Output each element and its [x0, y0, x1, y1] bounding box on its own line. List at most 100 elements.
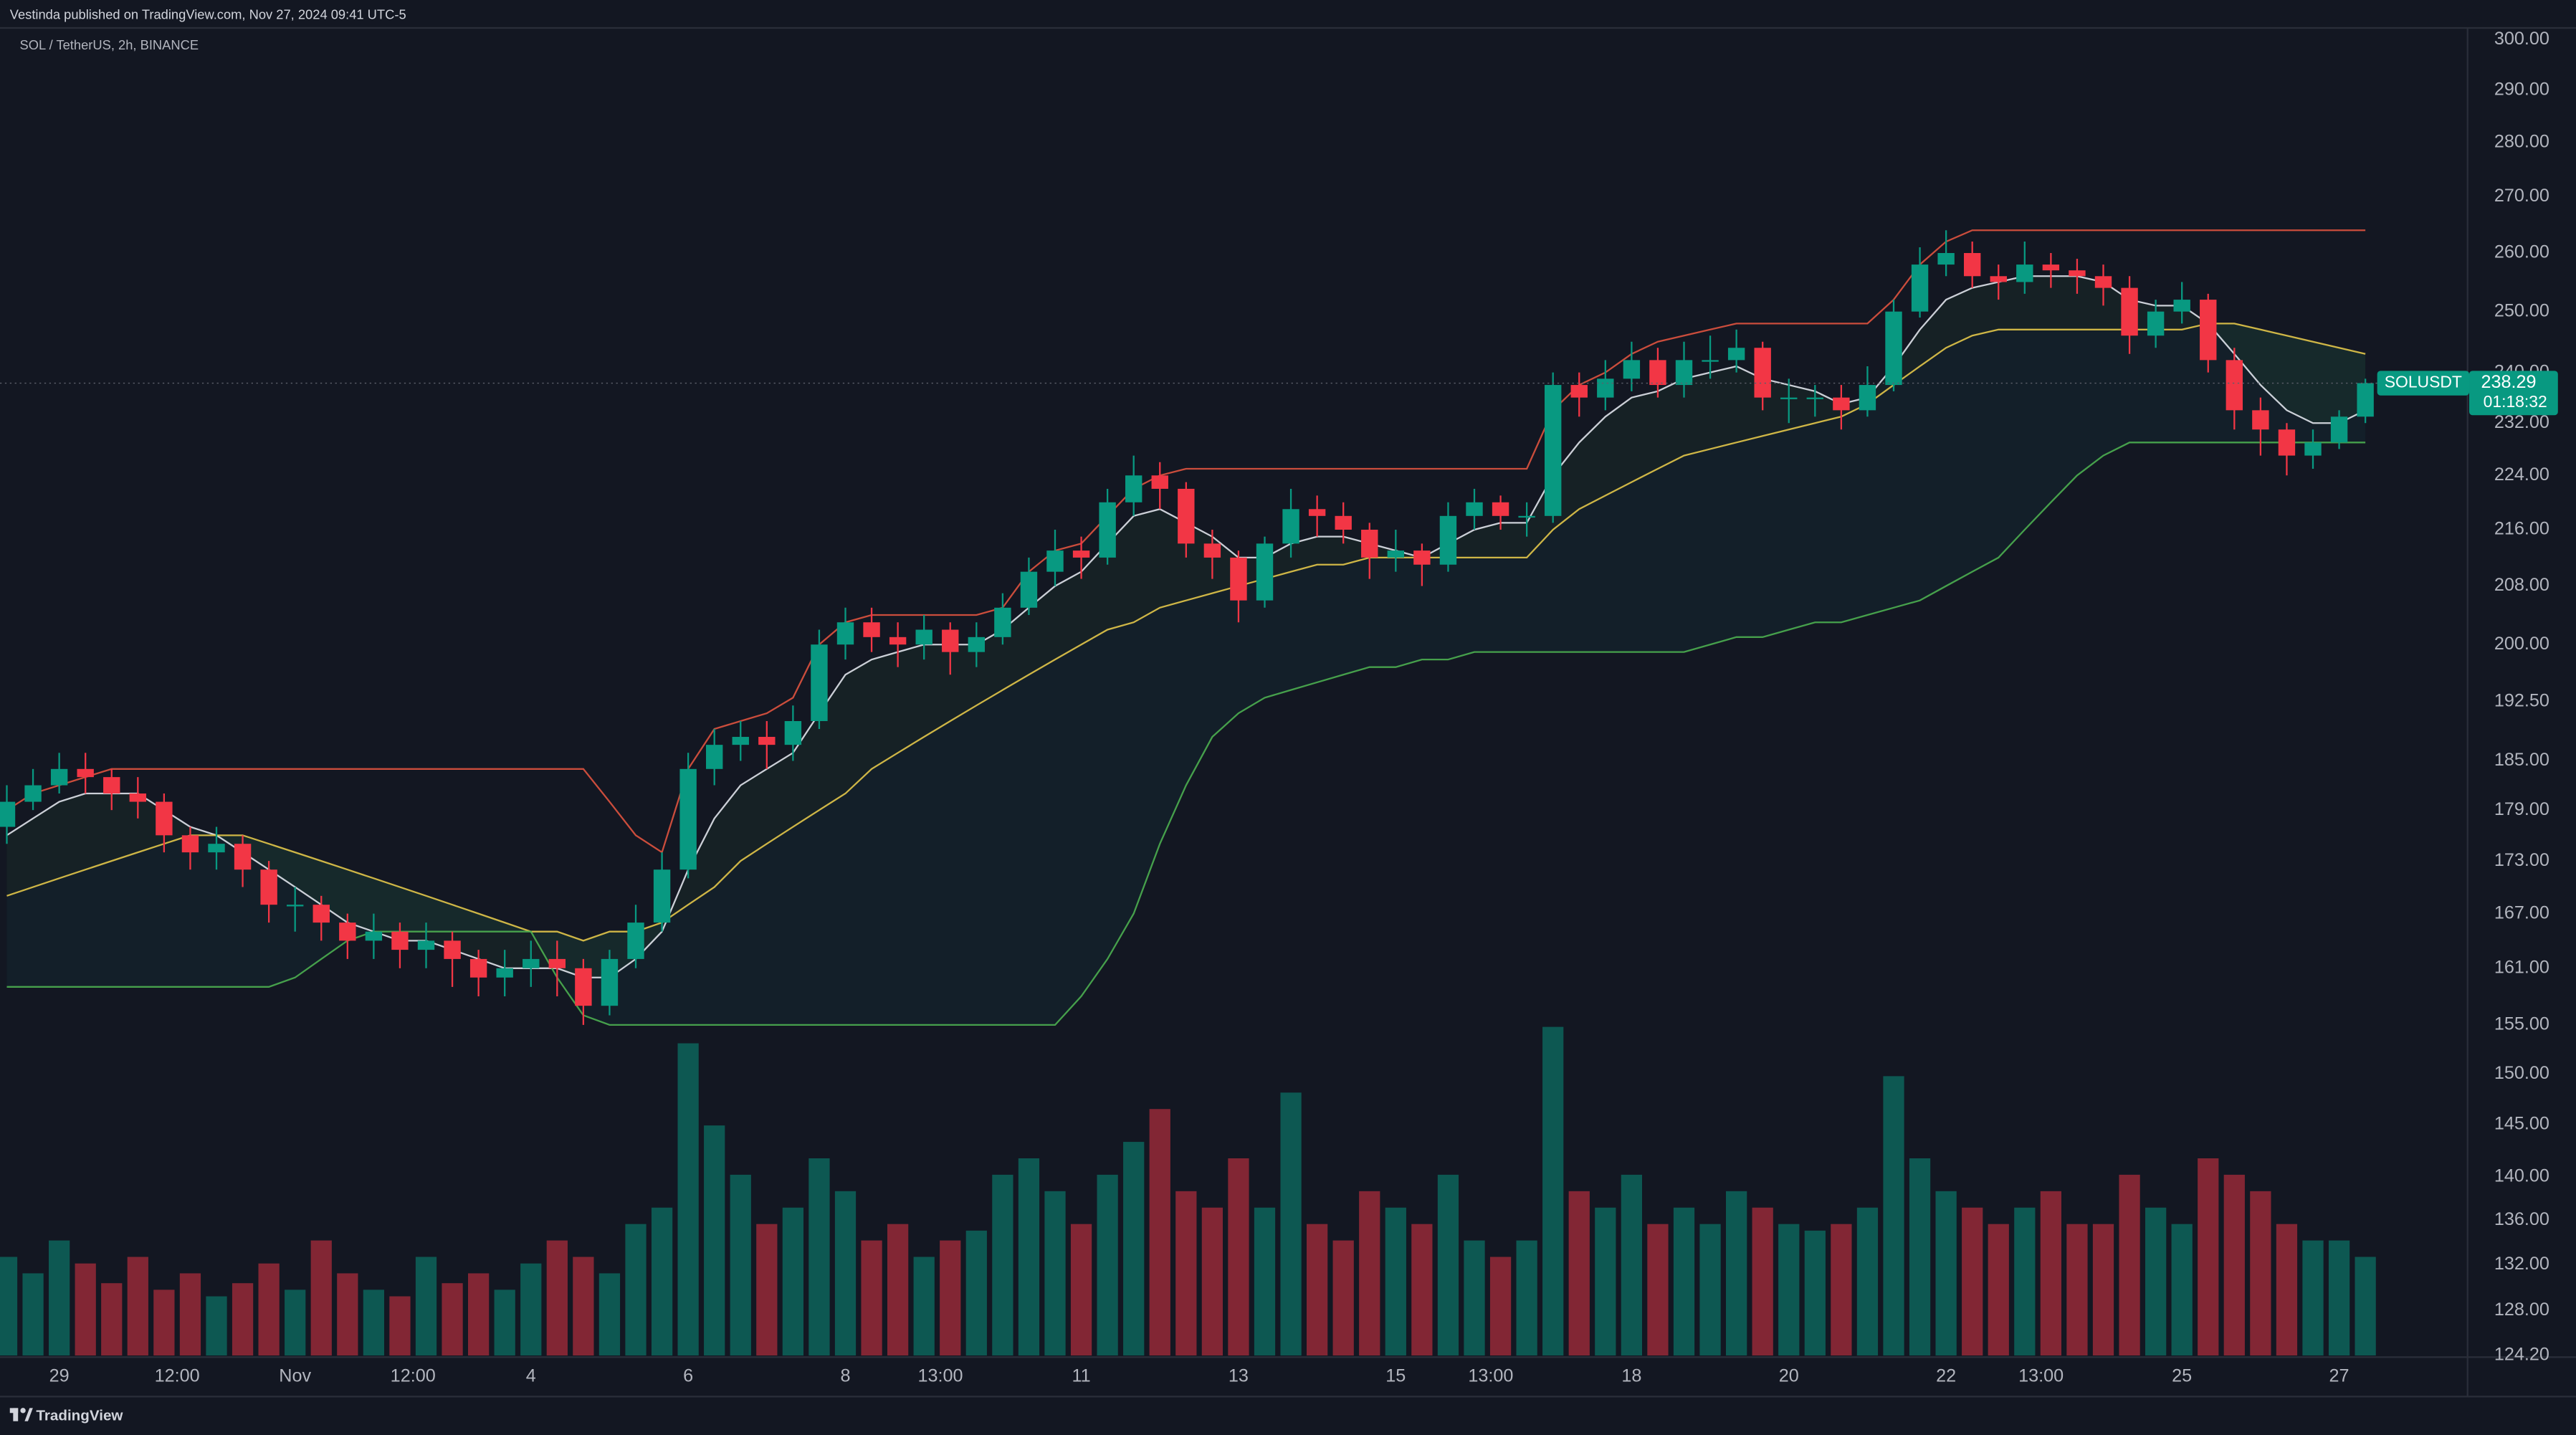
volume-bar	[2355, 1257, 2376, 1356]
y-tick-label: 179.00	[2494, 799, 2549, 819]
volume-bar	[1044, 1191, 1066, 1356]
volume-bar	[992, 1174, 1013, 1356]
volume-bar	[1464, 1240, 1485, 1356]
volume-bar	[1228, 1158, 1249, 1356]
candle-body	[1937, 253, 1955, 265]
volume-bar	[1175, 1191, 1197, 1356]
volume-bar	[101, 1283, 123, 1356]
volume-bar	[651, 1207, 673, 1356]
candle-body	[1439, 515, 1457, 565]
volume-bar	[22, 1273, 44, 1356]
volume-bar	[1201, 1207, 1223, 1356]
y-tick-label: 150.00	[2494, 1063, 2549, 1083]
axes: 300.00290.00280.00270.00260.00250.00240.…	[49, 29, 2549, 1386]
volume-bar	[310, 1240, 332, 1356]
volume-bar	[179, 1273, 201, 1356]
candle-body	[1072, 550, 1090, 558]
volume-bar	[1070, 1224, 1092, 1356]
volume-bar	[1018, 1158, 1040, 1356]
volume-bar	[965, 1230, 987, 1356]
y-tick-label: 136.00	[2494, 1209, 2549, 1229]
volume-bar	[415, 1257, 437, 1356]
candle-body	[365, 931, 383, 941]
candle-body	[942, 629, 959, 652]
candle-body	[994, 607, 1011, 637]
x-tick-label: 13	[1229, 1366, 1249, 1386]
y-tick-label: 250.00	[2494, 300, 2549, 320]
candle-body	[286, 905, 304, 907]
candle-body	[836, 622, 854, 645]
volume-bar	[1621, 1174, 1643, 1356]
candle-body	[1990, 276, 2007, 282]
candle-body	[1256, 543, 1274, 601]
y-tick-label: 173.00	[2494, 850, 2549, 870]
candle-body	[1466, 502, 1483, 516]
volume-bar	[756, 1224, 778, 1356]
candle-body	[1046, 550, 1064, 572]
x-tick-label: 12:00	[155, 1366, 200, 1386]
volume-bar	[285, 1289, 306, 1356]
volume-bar	[1778, 1224, 1800, 1356]
candle-body	[391, 931, 409, 950]
x-tick-label: 12:00	[391, 1366, 436, 1386]
y-tick-label: 208.00	[2494, 575, 2549, 595]
x-tick-label: 13:00	[918, 1366, 963, 1386]
x-tick-label: 11	[1072, 1366, 1090, 1386]
y-tick-label: 132.00	[2494, 1254, 2549, 1274]
y-tick-label: 216.00	[2494, 519, 2549, 539]
y-tick-label: 280.00	[2494, 131, 2549, 151]
volume-bar	[704, 1125, 725, 1356]
volume-bar	[49, 1240, 70, 1356]
volume-bar	[1647, 1224, 1669, 1356]
candle-body	[1806, 397, 1824, 399]
countdown: 01:18:32	[2484, 392, 2547, 411]
candle-body	[339, 922, 356, 941]
candle-body	[705, 745, 723, 769]
volume-bar	[1516, 1240, 1537, 1356]
candle-body	[469, 958, 487, 978]
volume-bar	[1542, 1026, 1564, 1356]
candle-body	[2016, 264, 2033, 282]
candle-body	[1649, 360, 1666, 386]
candle-body	[156, 801, 173, 836]
candle-body	[653, 869, 671, 923]
candle-body	[601, 958, 619, 1006]
candle-body	[181, 835, 199, 853]
x-tick-label: 22	[1936, 1366, 1956, 1386]
candle-body	[103, 777, 120, 794]
x-tick-label: 29	[49, 1366, 70, 1386]
volume-bar	[573, 1257, 594, 1356]
candle-body	[548, 958, 566, 968]
volume-bar	[1307, 1224, 1328, 1356]
candle-body	[1518, 515, 1535, 518]
volume-bar	[2171, 1224, 2193, 1356]
volume-bar	[913, 1257, 935, 1356]
volume-bar	[2276, 1224, 2298, 1356]
candle-body	[2252, 410, 2269, 430]
volume-bar	[2092, 1224, 2114, 1356]
candle-body	[863, 622, 880, 637]
x-tick-label: Nov	[279, 1366, 311, 1386]
y-tick-label: 224.00	[2494, 464, 2549, 485]
candle-body	[24, 785, 42, 802]
volume-bar	[1673, 1207, 1695, 1356]
candle-body	[1230, 557, 1247, 601]
candle-body	[208, 844, 225, 853]
volume-bar	[520, 1263, 542, 1356]
x-tick-label: 20	[1779, 1366, 1799, 1386]
candle-body	[1570, 385, 1588, 398]
volume-bar	[442, 1283, 463, 1356]
volume-bar	[258, 1263, 280, 1356]
volume-bar	[598, 1273, 621, 1356]
candle-body	[417, 940, 435, 950]
y-tick-label: 155.00	[2494, 1014, 2549, 1034]
candle-body	[1361, 529, 1378, 558]
symbol-badge	[2377, 371, 2470, 396]
volume-bar	[2198, 1158, 2219, 1356]
candle-body	[811, 644, 828, 721]
candle-body	[129, 793, 147, 802]
candle-body	[575, 968, 592, 1006]
volume-bar	[1699, 1224, 1721, 1356]
